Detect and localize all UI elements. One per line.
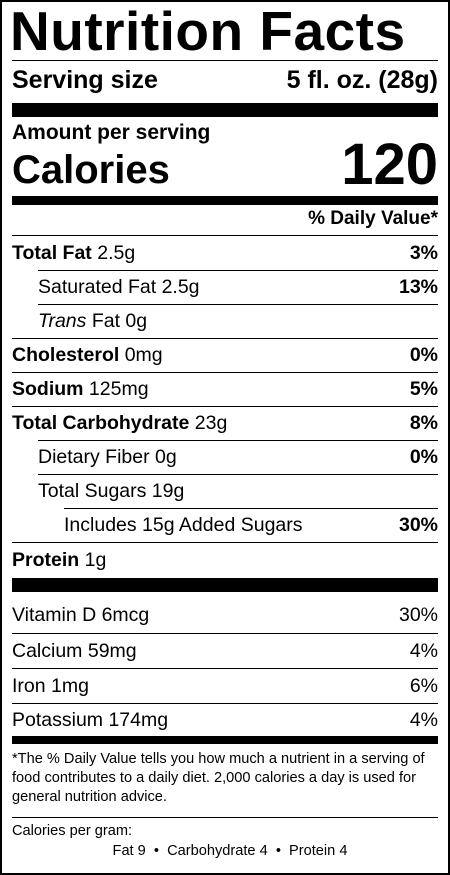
- label-content: Nutrition Facts Serving size 5 fl. oz. (…: [10, 0, 438, 873]
- vitamin-d-row: Vitamin D 6mcg 30%: [12, 598, 438, 632]
- total-fat-row: Total Fat 2.5g 3%: [12, 236, 438, 270]
- nutrient-amount: 2.5g: [97, 242, 136, 264]
- divider: [12, 668, 438, 669]
- vitamin-name: Vitamin D 6mcg: [12, 604, 150, 626]
- nutrient-name: Cholesterol: [12, 344, 120, 366]
- nutrient-name: Dietary Fiber 0g: [38, 446, 177, 468]
- daily-value: 5%: [409, 378, 438, 400]
- calories-per-gram-values: Fat 9 • Carbohydrate 4 • Protein 4: [112, 843, 348, 859]
- nutrient-name: Protein: [12, 549, 80, 571]
- total-carbohydrate-row: Total Carbohydrate 23g 8%: [12, 406, 438, 440]
- nutrient-name: Includes 15g Added Sugars: [64, 514, 303, 536]
- divider: [38, 440, 438, 441]
- added-sugars-row: Includes 15g Added Sugars 30%: [12, 508, 438, 542]
- daily-value-header: % Daily Value*: [308, 208, 438, 229]
- thick-divider: [12, 578, 438, 592]
- divider: [38, 304, 438, 305]
- divider: [12, 817, 438, 818]
- saturated-fat-row: Saturated Fat 2.5g 13%: [12, 270, 438, 304]
- potassium-row: Potassium 174mg 4%: [12, 703, 438, 737]
- nutrient-amount: 23g: [194, 412, 228, 434]
- sodium-row: Sodium 125mg 5%: [12, 372, 438, 406]
- daily-value: 13%: [398, 276, 438, 298]
- medium-divider: [12, 736, 438, 744]
- divider: [38, 270, 438, 271]
- divider: [12, 235, 438, 236]
- divider: [38, 474, 438, 475]
- medium-divider: [12, 196, 438, 205]
- daily-value: 3%: [409, 242, 438, 264]
- serving-size-row: Serving size 5 fl. oz. (28g): [12, 64, 438, 96]
- nutrient-name-italic: Trans: [38, 310, 87, 332]
- trans-fat-row: Trans Fat 0g: [12, 304, 438, 338]
- divider: [12, 372, 438, 373]
- daily-value: 8%: [409, 412, 438, 434]
- nutrient-name: Total Fat: [12, 242, 92, 264]
- vitamin-name: Iron 1mg: [12, 675, 89, 697]
- nutrient-name: Fat 0g: [86, 310, 148, 332]
- iron-row: Iron 1mg 6%: [12, 669, 438, 703]
- nutrient-name: Total Sugars 19g: [38, 480, 185, 502]
- vitamin-name: Potassium 174mg: [12, 709, 169, 731]
- nutrient-amount: 0mg: [124, 344, 163, 366]
- daily-value: 30%: [398, 604, 438, 626]
- nutrient-name: Sodium: [12, 378, 84, 400]
- nutrient-amount: 1g: [84, 549, 107, 571]
- dietary-fiber-row: Dietary Fiber 0g 0%: [12, 440, 438, 474]
- daily-value: 4%: [409, 709, 438, 731]
- protein-row: Protein 1g: [12, 543, 438, 577]
- daily-value: 30%: [398, 514, 438, 536]
- vitamin-name: Calcium 59mg: [12, 640, 137, 662]
- daily-value: 0%: [409, 446, 438, 468]
- total-sugars-row: Total Sugars 19g: [12, 474, 438, 508]
- divider: [12, 338, 438, 339]
- calories-per-gram-label: Calories per gram:: [12, 823, 133, 839]
- daily-value-footnote: *The % Daily Value tells you how much a …: [12, 751, 425, 805]
- daily-value: 0%: [409, 344, 438, 366]
- daily-value: 6%: [409, 675, 438, 697]
- divider: [12, 60, 438, 61]
- calories-label: Calories: [12, 148, 170, 192]
- serving-size-label: Serving size: [12, 66, 158, 94]
- divider: [12, 406, 438, 407]
- daily-value: 4%: [409, 640, 438, 662]
- amount-per-serving: Amount per serving: [12, 121, 211, 144]
- cholesterol-row: Cholesterol 0mg 0%: [12, 338, 438, 372]
- divider: [12, 633, 438, 634]
- divider: [12, 542, 438, 543]
- nutrient-name: Saturated Fat 2.5g: [38, 276, 200, 298]
- calcium-row: Calcium 59mg 4%: [12, 634, 438, 668]
- nutrient-name: Total Carbohydrate: [12, 412, 190, 434]
- nutrient-amount: 125mg: [88, 378, 149, 400]
- thick-divider: [12, 103, 438, 117]
- calories-value: 120: [341, 132, 438, 197]
- label-title: Nutrition Facts: [10, 0, 406, 62]
- divider: [64, 508, 438, 509]
- serving-size-value: 5 fl. oz. (28g): [286, 66, 438, 94]
- divider: [12, 703, 438, 704]
